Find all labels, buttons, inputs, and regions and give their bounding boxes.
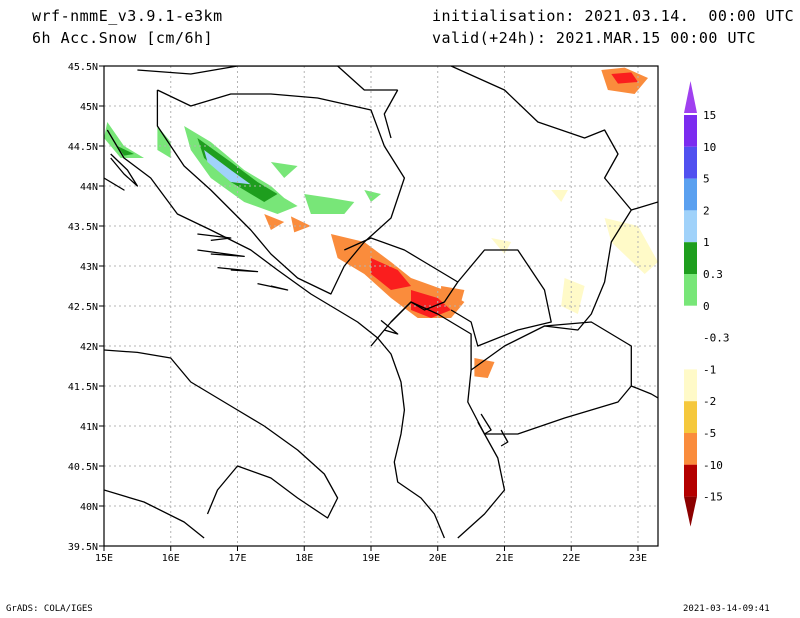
lon-tick-label: 18E xyxy=(295,553,313,564)
island-korcula xyxy=(217,266,259,273)
border-serbia-bulgaria xyxy=(544,209,632,331)
colorbar-label: 1 xyxy=(703,236,710,249)
lat-tick-label: 44.5N xyxy=(68,142,98,153)
lat-tick-label: 40N xyxy=(80,502,98,513)
lon-tick-label: 15E xyxy=(95,553,113,564)
island-brac xyxy=(197,233,232,242)
lat-tick-label: 41.5N xyxy=(68,382,98,393)
lon-tick-label: 16E xyxy=(162,553,180,564)
lake-prespa xyxy=(500,429,509,447)
snow-patch-croatia-north-core xyxy=(117,146,134,156)
snow-patch-lika xyxy=(157,126,171,158)
colorbar: 15 10 5 2 1 0.3 0 -0.3 -1 -2 -5 -10 -15 xyxy=(684,81,730,527)
colorbar-label: 15 xyxy=(703,109,716,122)
rain-patch-romania-core xyxy=(611,72,638,84)
model-title: wrf-nmmE_v3.9.1-e3km xyxy=(32,7,223,25)
colorbar-label: -2 xyxy=(703,395,716,408)
border-albania xyxy=(390,301,506,539)
colorbar-swatch xyxy=(684,337,697,370)
border-kosovo xyxy=(450,249,552,347)
valid-time: valid(+24h): 2021.MAR.15 00:00 UTC xyxy=(432,29,757,47)
lat-tick-label: 44N xyxy=(80,182,98,193)
rain-patch-macedonia xyxy=(474,358,495,378)
colorbar-swatch xyxy=(684,433,697,465)
lat-tick-label: 45.5N xyxy=(68,62,98,73)
border-layer xyxy=(104,66,658,539)
colorbar-label: -15 xyxy=(703,491,723,504)
border-serbia-bosnia-north xyxy=(383,89,399,139)
colorbar-label: -0.3 xyxy=(703,332,730,345)
colorbar-swatch xyxy=(684,401,697,433)
light-patch-serbia-south xyxy=(491,238,512,254)
colorbar-swatch xyxy=(684,242,697,274)
light-patch-bulgaria-south xyxy=(561,278,585,314)
axis-ticks: 15E 16E 17E 18E 19E 20E 21E 22E 23E 39.5N 40N 40.5N… xyxy=(68,62,647,564)
snow-patch-dinaric-deep xyxy=(204,150,251,185)
colorbar-swatch xyxy=(684,305,697,338)
border-bulgaria-romania xyxy=(631,201,658,211)
colorbar-bottom-arrow xyxy=(684,496,697,527)
snow-patch-dinaric-core xyxy=(197,138,278,202)
island-mljet xyxy=(257,282,289,291)
island-krk xyxy=(110,153,139,187)
colorbar-label: -5 xyxy=(703,427,716,440)
lon-tick-label: 22E xyxy=(562,553,580,564)
lat-tick-label: 42N xyxy=(80,342,98,353)
border-greece-bulgaria xyxy=(631,385,658,399)
border-macedonia xyxy=(470,321,632,435)
lat-tick-label: 43N xyxy=(80,262,98,273)
snow-patch-croatia-north xyxy=(104,122,144,158)
lon-tick-label: 20E xyxy=(429,553,447,564)
colorbar-label: 0.3 xyxy=(703,268,723,281)
colorbar-label: 5 xyxy=(703,173,710,186)
grid-layer xyxy=(104,66,658,546)
lat-tick-label: 41N xyxy=(80,422,98,433)
colorbar-swatch xyxy=(684,178,697,211)
colorbar-label: 10 xyxy=(703,141,716,154)
lon-tick-label: 19E xyxy=(362,553,380,564)
precipitation-layer xyxy=(104,67,658,378)
coastline-croatia xyxy=(106,129,445,539)
italy-interior xyxy=(104,489,205,539)
lon-tick-label: 17E xyxy=(228,553,246,564)
snow-patch-bosnia-east xyxy=(364,190,381,202)
island-dugi xyxy=(104,177,125,191)
border-serbia-romania xyxy=(450,66,632,211)
colorbar-swatch xyxy=(684,115,697,147)
colorbar-swatch xyxy=(684,274,697,306)
colorbar-label: -10 xyxy=(703,459,723,472)
lat-tick-label: 45N xyxy=(80,102,98,113)
initialisation-time: initialisation: 2021.03.14. 00:00 UTC xyxy=(432,7,795,25)
footer-timestamp: 2021-03-14-09:41 xyxy=(683,604,770,614)
lat-tick-label: 39.5N xyxy=(68,542,98,553)
colorbar-swatch xyxy=(684,210,697,243)
lat-tick-label: 42.5N xyxy=(68,302,98,313)
border-croatia-hungary xyxy=(137,66,398,91)
snow-patch-bosnia-central xyxy=(304,194,355,214)
colorbar-label: 2 xyxy=(703,204,710,217)
rain-patch-prokletije-core xyxy=(411,290,452,318)
border-bosnia-croatia xyxy=(156,89,406,295)
lat-tick-label: 43.5N xyxy=(68,222,98,233)
lon-tick-label: 21E xyxy=(495,553,513,564)
lon-tick-label: 23E xyxy=(629,553,647,564)
colorbar-label: 0 xyxy=(703,300,710,313)
lake-skadar xyxy=(380,319,399,335)
colorbar-swatch xyxy=(684,146,697,179)
snow-patch-herzegovina-2 xyxy=(290,216,311,233)
island-hvar xyxy=(197,249,245,258)
snow-patch-bosnia-north xyxy=(270,162,298,178)
light-patch-serbia xyxy=(551,190,568,202)
footer-credit: GrADS: COLA/IGES xyxy=(6,604,93,614)
lat-tick-label: 40.5N xyxy=(68,462,98,473)
snow-patch-herzegovina xyxy=(264,214,285,230)
field-title: 6h Acc.Snow [cm/6h] xyxy=(32,29,214,47)
colorbar-top-arrow xyxy=(684,81,697,113)
lake-ohrid xyxy=(477,413,492,435)
colorbar-label: -1 xyxy=(703,363,716,376)
coastline-italy xyxy=(104,349,339,519)
colorbar-swatch xyxy=(684,464,697,497)
colorbar-swatch xyxy=(684,369,697,402)
